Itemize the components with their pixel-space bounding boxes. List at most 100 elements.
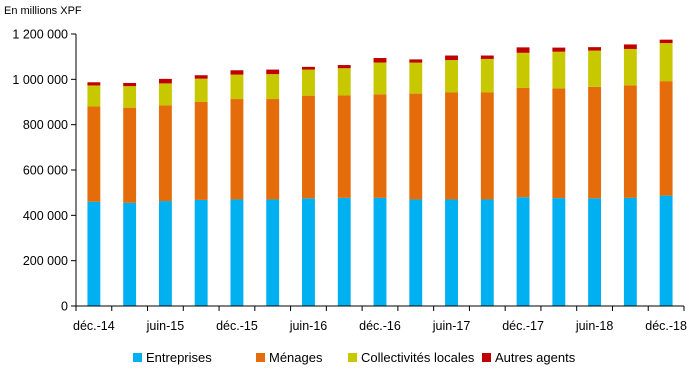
bar-segment — [409, 93, 423, 200]
bar-segment — [158, 201, 172, 306]
bar-segment — [230, 74, 244, 100]
bar-segment — [373, 62, 387, 95]
bar-segment — [87, 82, 101, 86]
bar-segment — [194, 102, 208, 200]
bar-segment — [87, 85, 101, 107]
y-tick-label: 200 000 — [23, 254, 68, 268]
legend-swatch — [133, 353, 142, 362]
bar-stack — [302, 66, 315, 306]
bar-segment — [230, 199, 244, 306]
legend-label: Collectivités locales — [361, 350, 475, 365]
bar-stack — [588, 47, 602, 306]
bar-segment — [623, 85, 637, 198]
bar-segment — [480, 199, 494, 306]
bar-segment — [337, 95, 351, 198]
bar-segment — [623, 48, 637, 86]
bar-segment — [337, 68, 351, 96]
y-tick-label: 600 000 — [23, 164, 68, 178]
y-axis: 0 200 000 400 000 600 000 800 000 1 000 000 1 … — [12, 28, 77, 314]
legend-item: Ménages — [256, 350, 323, 365]
bar-segment — [266, 99, 280, 200]
bar-segment — [123, 86, 137, 108]
bar-segment — [588, 50, 602, 87]
bar-segment — [659, 43, 673, 82]
x-tick-label: juin-18 — [575, 319, 614, 333]
bar-stack — [480, 55, 494, 306]
bar-segment — [266, 69, 280, 75]
legend-swatch — [482, 353, 491, 362]
bar-segment — [230, 70, 244, 75]
x-tick-label: juin-16 — [289, 319, 328, 333]
legend: Entreprises Ménages Collectivités locales A… — [133, 350, 576, 365]
bar-stack — [659, 39, 673, 306]
y-tick-label: 400 000 — [23, 209, 68, 223]
bar-segment — [445, 199, 458, 306]
bar-segment — [659, 39, 673, 44]
bar-stack — [409, 59, 423, 306]
bar-segment — [123, 82, 137, 87]
legend-label: Autres agents — [495, 350, 576, 365]
bar-stack — [158, 78, 172, 306]
bar-segment — [87, 106, 101, 202]
x-tick-label: juin-17 — [432, 319, 471, 333]
bar-segment — [409, 199, 423, 306]
bar-segment — [516, 197, 530, 306]
x-tick-label: déc.-16 — [359, 319, 401, 333]
bar-segment — [266, 74, 280, 100]
bar-segment — [123, 107, 137, 203]
x-tick-label: déc.-17 — [502, 319, 544, 333]
bar-segment — [516, 87, 530, 198]
bar-segment — [588, 86, 602, 199]
bar-stack — [445, 55, 458, 306]
bar-segment — [266, 199, 280, 306]
unit-label: En millions XPF — [4, 5, 82, 17]
bar-segment — [302, 198, 315, 306]
bar-segment — [480, 92, 494, 200]
bar-segment — [302, 95, 315, 199]
legend-swatch — [348, 353, 357, 362]
bar-stack — [552, 47, 566, 306]
bar-segment — [445, 60, 458, 93]
y-tick-label: 1 000 000 — [12, 73, 68, 87]
bar-segment — [445, 92, 458, 200]
x-tick-label: déc.-18 — [645, 319, 687, 333]
legend-swatch — [256, 353, 265, 362]
bar-stack — [623, 44, 637, 306]
bar-segment — [516, 47, 530, 53]
bar-segment — [480, 58, 494, 93]
legend-label: Ménages — [269, 350, 323, 365]
bar-stack — [373, 58, 387, 306]
bar-segment — [516, 52, 530, 88]
bar-stack — [337, 65, 351, 306]
bar-segment — [158, 83, 172, 106]
y-tick-label: 0 — [61, 300, 68, 314]
bar-segment — [373, 197, 387, 306]
bar-segment — [623, 197, 637, 306]
bar-segment — [373, 58, 387, 63]
bar-segment — [194, 199, 208, 306]
bar-segment — [230, 99, 244, 200]
bar-segment — [337, 65, 351, 69]
bar-segment — [194, 75, 208, 79]
bar-segment — [194, 78, 208, 102]
bar-segment — [337, 197, 351, 306]
bar-stack — [123, 82, 137, 306]
bar-segment — [445, 55, 458, 61]
bar-segment — [552, 198, 566, 306]
legend-item: Entreprises — [133, 350, 212, 365]
bars — [87, 39, 673, 306]
bar-segment — [302, 69, 315, 96]
bar-segment — [158, 105, 172, 202]
x-tick-label: déc.-15 — [216, 319, 258, 333]
bar-segment — [659, 81, 673, 196]
bar-segment — [302, 66, 315, 70]
bar-stack — [87, 82, 101, 306]
y-tick-label: 1 200 000 — [12, 28, 68, 42]
x-tick-label: déc.-14 — [73, 319, 115, 333]
bar-segment — [552, 51, 566, 89]
bar-stack — [516, 47, 530, 306]
bar-segment — [588, 198, 602, 306]
y-tick-label: 800 000 — [23, 118, 68, 132]
bar-segment — [552, 47, 566, 52]
